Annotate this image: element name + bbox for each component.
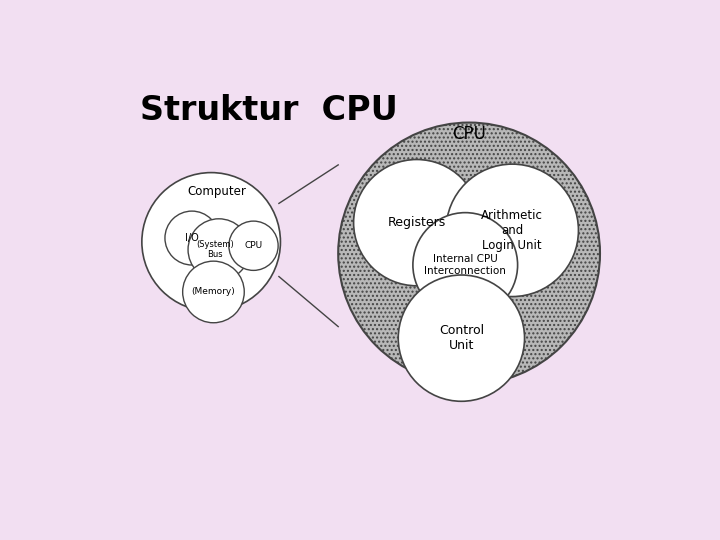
Circle shape xyxy=(338,123,600,384)
Circle shape xyxy=(142,173,281,311)
Circle shape xyxy=(446,164,578,296)
Text: Control
Unit: Control Unit xyxy=(438,324,484,352)
Circle shape xyxy=(229,221,278,271)
Text: Struktur  CPU: Struktur CPU xyxy=(140,94,398,127)
Circle shape xyxy=(165,211,219,265)
Text: I/O: I/O xyxy=(185,233,199,243)
Circle shape xyxy=(413,213,518,318)
Text: Internal CPU
Interconnection: Internal CPU Interconnection xyxy=(424,254,506,276)
Text: CPU: CPU xyxy=(452,125,486,143)
Text: (Memory): (Memory) xyxy=(192,287,235,296)
Circle shape xyxy=(188,219,250,280)
Circle shape xyxy=(183,261,244,323)
Text: CPU: CPU xyxy=(244,241,263,250)
Circle shape xyxy=(398,275,525,401)
Text: Computer: Computer xyxy=(188,185,247,198)
Text: Arithmetic
and
Login Unit: Arithmetic and Login Unit xyxy=(481,209,543,252)
Circle shape xyxy=(354,159,480,286)
Text: (System)
Bus: (System) Bus xyxy=(196,240,234,259)
Text: Registers: Registers xyxy=(387,216,446,229)
